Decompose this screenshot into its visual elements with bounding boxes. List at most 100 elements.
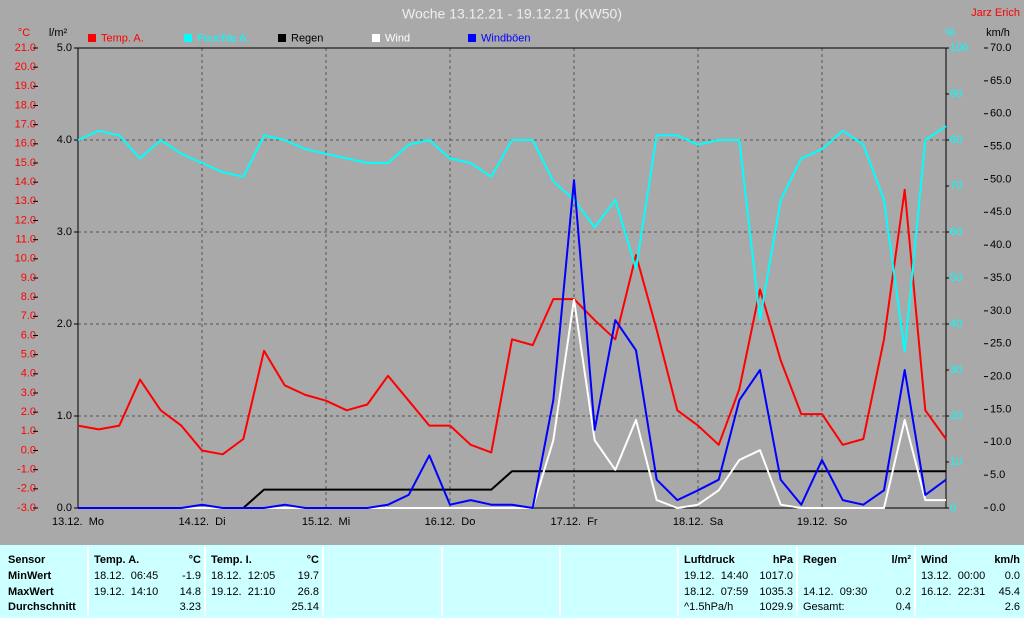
x-tick-label: 15.12. Mi	[302, 516, 350, 528]
cell-time: 18.12. 06:45	[94, 570, 158, 582]
y-tick-label: 20	[950, 410, 962, 422]
cell-value: -1.9	[182, 570, 201, 582]
y-tick-label: 5.0	[21, 349, 36, 361]
summary-table: Sensor MinWert MaxWert Durchschnitt Temp. A.…	[8, 547, 1020, 616]
cell-value: 14.8	[180, 586, 201, 598]
y-tick-label: 80	[950, 134, 962, 146]
cell-value: 2.6	[1005, 601, 1020, 613]
y-tick-label: 7.0	[21, 310, 36, 322]
x-tick-label: 14.12. Di	[178, 516, 225, 528]
y-tick-label: 70.0	[990, 42, 1011, 54]
y-tick-label: 13.0	[15, 195, 36, 207]
cell-value: 45.4	[999, 586, 1020, 598]
y-tick-label: 20.0	[15, 61, 36, 73]
y-tick-label: 5.0	[57, 42, 72, 54]
x-tick-label: 18.12. Sa	[673, 516, 724, 528]
column-header: Luftdruck	[684, 554, 736, 566]
cell-time: 19.12. 21:10	[211, 586, 275, 598]
y-tick-label: 9.0	[21, 272, 36, 284]
y-tick-label: 0.0	[21, 444, 36, 456]
y-tick-label: 16.0	[15, 138, 36, 150]
y-tick-label: 15.0	[15, 157, 36, 169]
y-tick-label: 0.0	[57, 502, 72, 514]
x-tick-label: 16.12. Do	[425, 516, 476, 528]
cell-time: 18.12. 07:59	[684, 586, 748, 598]
y-tick-label: 15.0	[990, 403, 1011, 415]
y-tick-label: 60	[950, 226, 962, 238]
legend-swatch	[184, 34, 192, 42]
y-tick-label: -3.0	[17, 502, 36, 514]
column-unit: °C	[307, 554, 319, 566]
y-tick-label: 60.0	[990, 108, 1011, 120]
column-unit: l/m²	[891, 554, 911, 566]
y-tick-label: 11.0	[15, 234, 36, 246]
y-tick-label: 40	[950, 318, 962, 330]
legend-label: Temp. A.	[101, 32, 144, 44]
y-tick-label: -2.0	[17, 483, 36, 495]
cell-time: 16.12. 22:31	[921, 586, 985, 598]
row-label: Durchschnitt	[8, 601, 76, 613]
cell-time: 13.12. 00:00	[921, 570, 985, 582]
cell-time: 18.12. 12:05	[211, 570, 275, 582]
y-tick-label: 10.0	[15, 253, 36, 265]
y-tick-label: 25.0	[990, 338, 1011, 350]
y-tick-label: 100	[950, 42, 968, 54]
cell-time: 19.12. 14:10	[94, 586, 158, 598]
y-tick-label: 14.0	[15, 176, 36, 188]
cell-value: 19.7	[298, 570, 319, 582]
legend-label: Feuchte A.	[197, 32, 250, 44]
table-background	[0, 545, 1024, 618]
cell-time: 19.12. 14:40	[684, 570, 748, 582]
y-tick-label: 8.0	[21, 291, 36, 303]
cell-value: 1029.9	[759, 601, 793, 613]
table-header: Sensor	[8, 554, 46, 566]
y-tick-label: 4.0	[21, 368, 36, 380]
column-header: Temp. I.	[211, 554, 252, 566]
series-line	[78, 179, 947, 509]
y-tick-label: 20.0	[990, 370, 1011, 382]
cell-time: ^1.5hPa/h	[684, 601, 733, 613]
y-tick-label: 50	[950, 272, 962, 284]
y-tick-label: 50.0	[990, 173, 1011, 185]
y-tick-label: 21.0	[15, 42, 36, 54]
y-tick-label: 1.0	[57, 410, 72, 422]
cell-time: Gesamt:	[803, 601, 845, 613]
y-tick-label: 0.0	[990, 502, 1005, 514]
y-tick-label: 12.0	[15, 214, 36, 226]
cell-value: 1035.3	[759, 586, 793, 598]
chart-title: Woche 13.12.21 - 19.12.21 (KW50)	[402, 6, 622, 22]
legend-swatch	[88, 34, 96, 42]
y-tick-label: 6.0	[21, 329, 36, 341]
legend-swatch	[278, 34, 286, 42]
cell-value: 0.0	[1005, 570, 1020, 582]
y-tick-label: 3.0	[21, 387, 36, 399]
x-tick-label: 19.12. So	[797, 516, 847, 528]
y-tick-label: 5.0	[990, 469, 1005, 481]
y-tick-label: 10	[950, 456, 962, 468]
y-tick-label: 70	[950, 180, 962, 192]
legend-label: Windböen	[481, 32, 531, 44]
y-tick-label: 19.0	[15, 80, 36, 92]
x-tick-label: 17.12. Fr	[550, 516, 597, 528]
y-tick-label: 40.0	[990, 239, 1011, 251]
plot: °C -3.0 -2.0 -1.0 0.0 1.0 2.0 3.0 4.0 5.0 6.0 7.0 8.…	[15, 27, 1012, 528]
y-tick-label: 17.0	[15, 119, 36, 131]
cell-time: 14.12. 09:30	[803, 586, 867, 598]
series-line	[77, 125, 947, 353]
legend-swatch	[372, 34, 380, 42]
cell-value: 26.8	[298, 586, 319, 598]
y-tick-label: 0	[950, 502, 956, 514]
y-tick-label: 18.0	[15, 99, 36, 111]
chart-background	[0, 0, 1024, 545]
x-tick-label: 13.12. Mo	[52, 516, 104, 528]
cell-value: 1017.0	[759, 570, 793, 582]
column-header: Wind	[921, 554, 948, 566]
column-header: Temp. A.	[94, 554, 139, 566]
y-tick-label: 2.0	[21, 406, 36, 418]
column-unit: °C	[189, 554, 201, 566]
y-tick-label: 55.0	[990, 140, 1011, 152]
axis-unit: l/m²	[49, 27, 68, 39]
row-label: MinWert	[8, 570, 52, 582]
